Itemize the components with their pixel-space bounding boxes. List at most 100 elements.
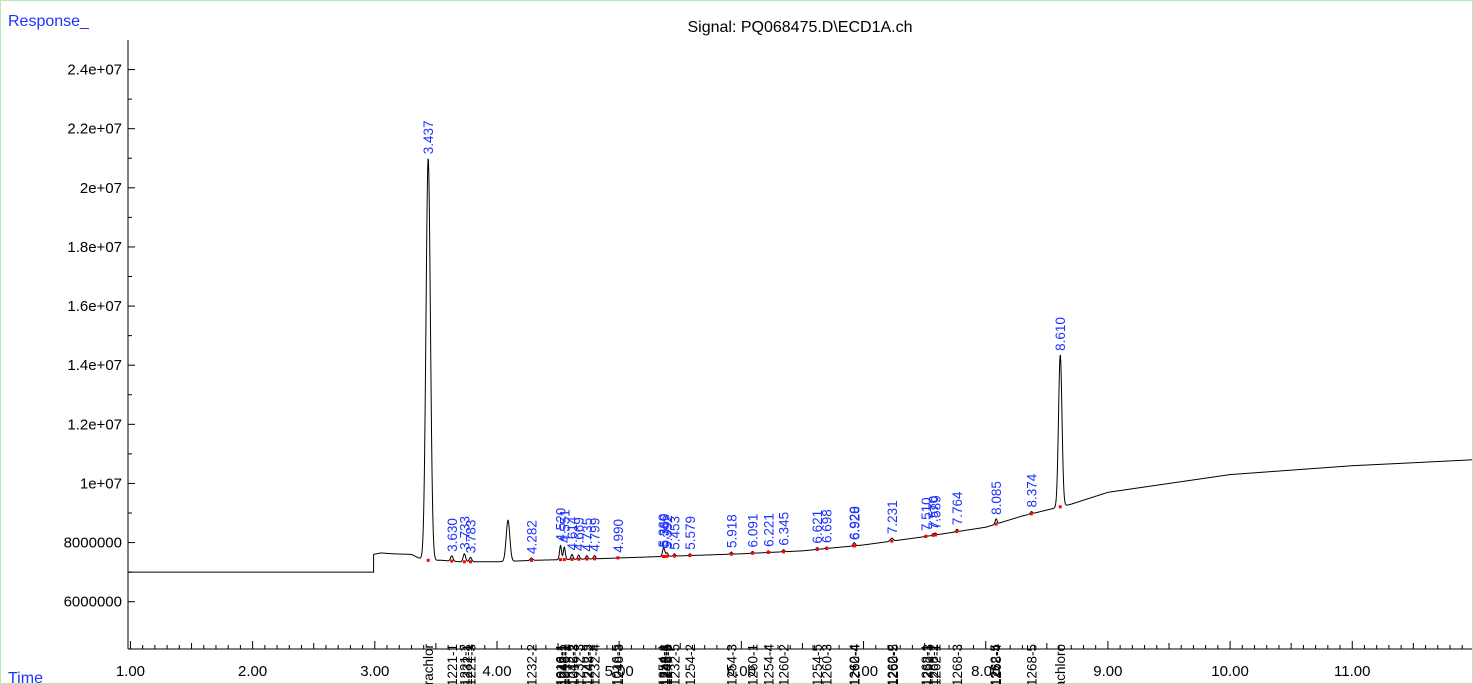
y-tick-label: 2e+07 [80,180,122,197]
compound-label: AR-1248-2 [582,644,597,684]
y-axis-label: Response_ [8,13,90,30]
peak-rt-label: 6.091 [745,514,760,548]
peak-marker [729,552,733,556]
peak-marker [1029,512,1033,516]
peak-marker [853,544,857,548]
compound-label: AR-1242-3 [580,644,595,684]
peak-rt-label: 3.630 [445,518,460,552]
peak-rt-label: 4.614 [565,516,580,550]
peak-marker [933,533,937,537]
compound-label: AR-1254-4 [761,644,776,684]
peak-marker [994,522,998,526]
peak-rt-label: 4.799 [588,518,603,552]
y-ticks-group: 6000000 8000000 1e+07 1.2e+07 1.4e+07 1.6e+07… [64,62,135,611]
chart-title: Signal: PQ068475.D\ECD1A.ch [687,19,912,36]
peak-rt-label: 4.282 [524,520,539,554]
compound-label: Decachloro [1053,644,1068,684]
peak-rt-label: 7.510 [919,497,934,531]
compound-label: AR-1260-5 [886,644,901,684]
y-tick-label: 1.4e+07 [67,357,122,374]
peak-marker [890,539,894,543]
compound-label: AR-1248-1 [557,644,572,684]
x-tick-label: 1.00 [116,663,145,680]
peak-rt-label: 8.085 [989,481,1004,515]
compound-label: AR-1016-1 [554,644,569,684]
peak-rt-label: 6.928 [848,506,863,540]
peak-rt-label: 6.221 [761,513,776,547]
x-tick-label: 7.00 [849,663,878,680]
peak-rt-label: 4.669 [572,517,587,551]
peak-marker [577,557,581,561]
y-tick-label: 1e+07 [80,475,122,492]
compound-label: AR-1016-3 [566,644,581,684]
x-tick-label: 2.00 [238,663,267,680]
x-tick-label: 8.00 [971,663,1000,680]
compound-label: AR-1232-4 [588,644,603,684]
peak-rt-label: 4.520 [554,508,569,542]
peak-rt-label: 4.551 [557,509,572,543]
compound-label: AR-1232-5 [668,644,683,684]
y-tick-label: 8000000 [64,535,122,552]
peak-marker [955,530,959,534]
compound-label: AR-1268-3 [950,644,965,684]
peak-marker [782,550,786,554]
peak-marker [468,560,472,564]
peak-marker [462,560,466,564]
peak-rt-label: 5.360 [656,514,671,548]
peak-rt-label: 4.990 [611,519,626,553]
peak-marker [559,558,563,562]
y-tick-label: 1.6e+07 [67,298,122,315]
compound-label: AR-1248-3 [611,644,626,684]
y-tick-label: 2.4e+07 [67,62,122,79]
peak-rt-label: 4.735 [580,518,595,552]
peak-rt-label: 5.369 [657,514,672,548]
compound-label: AR-1248-5 [660,644,675,684]
peak-marker [1058,505,1062,509]
x-tick-label: 6.00 [727,663,756,680]
peak-marker [924,534,928,538]
peak-marker [750,551,754,555]
peak-marker [673,554,677,558]
x-tick-label: 3.00 [360,663,389,680]
y-tick-label: 1.8e+07 [67,239,122,256]
compound-label: AR-1242-2 [565,644,580,684]
trace-group [128,157,1473,573]
compound-label: AR-1016-5 [610,644,625,684]
peak-marker [616,556,620,560]
compound-label: AR-1260-1 [745,644,760,684]
peak-rt-label: 6.345 [777,512,792,546]
peak-marker [562,558,566,562]
peak-rt-label: 8.610 [1053,317,1068,351]
compound-label: AR-1016-2 [557,644,572,684]
peak-marker [825,547,829,551]
peak-rt-label: 3.733 [457,516,472,550]
compound-label: AR-1221-2 [457,644,472,684]
compound-label: AR-1232-3 [572,644,587,684]
peak-rt-label: 5.392 [660,515,675,549]
peak-rt-label: 7.764 [950,491,965,525]
compound-label: AR-1232-1 [460,644,475,684]
y-tick-label: 2.2e+07 [67,121,122,138]
peak-rt-label: 7.589 [928,495,943,529]
compound-label: AR-1248-4 [657,644,672,684]
x-axis-label: Time [8,670,43,684]
peak-rt-label: 5.579 [683,516,698,550]
peak-rt-label: 5.453 [668,516,683,550]
compound-label: AR-1262-3 [921,644,936,684]
compound-label: AR-1262-5 [988,644,1003,684]
peak-marker [450,559,454,563]
peak-marker [593,557,597,561]
peak-marker [665,554,669,558]
x-tick-label: 5.00 [605,663,634,680]
compound-label: AR-1221-3 [463,644,478,684]
peak-marker [688,554,692,558]
compound-label: AR-1254-2 [683,644,698,684]
compound-labels-group: Tetrachlor AR-1221-1AR-1221-2AR-1232-1AR-… [421,644,1068,684]
compound-label: Tetrachlor [421,644,436,684]
compound-label: AR-1242-1 [555,644,570,684]
signal-trace-line [128,157,1473,573]
compound-label: AR-1268-5 [1024,644,1039,684]
y-tick-label: 1.2e+07 [67,416,122,433]
x-ticks-group: 1.00 2.00 3.00 4.00 5.00 6.00 7.00 8.00 9.00 10.0… [116,641,1463,680]
